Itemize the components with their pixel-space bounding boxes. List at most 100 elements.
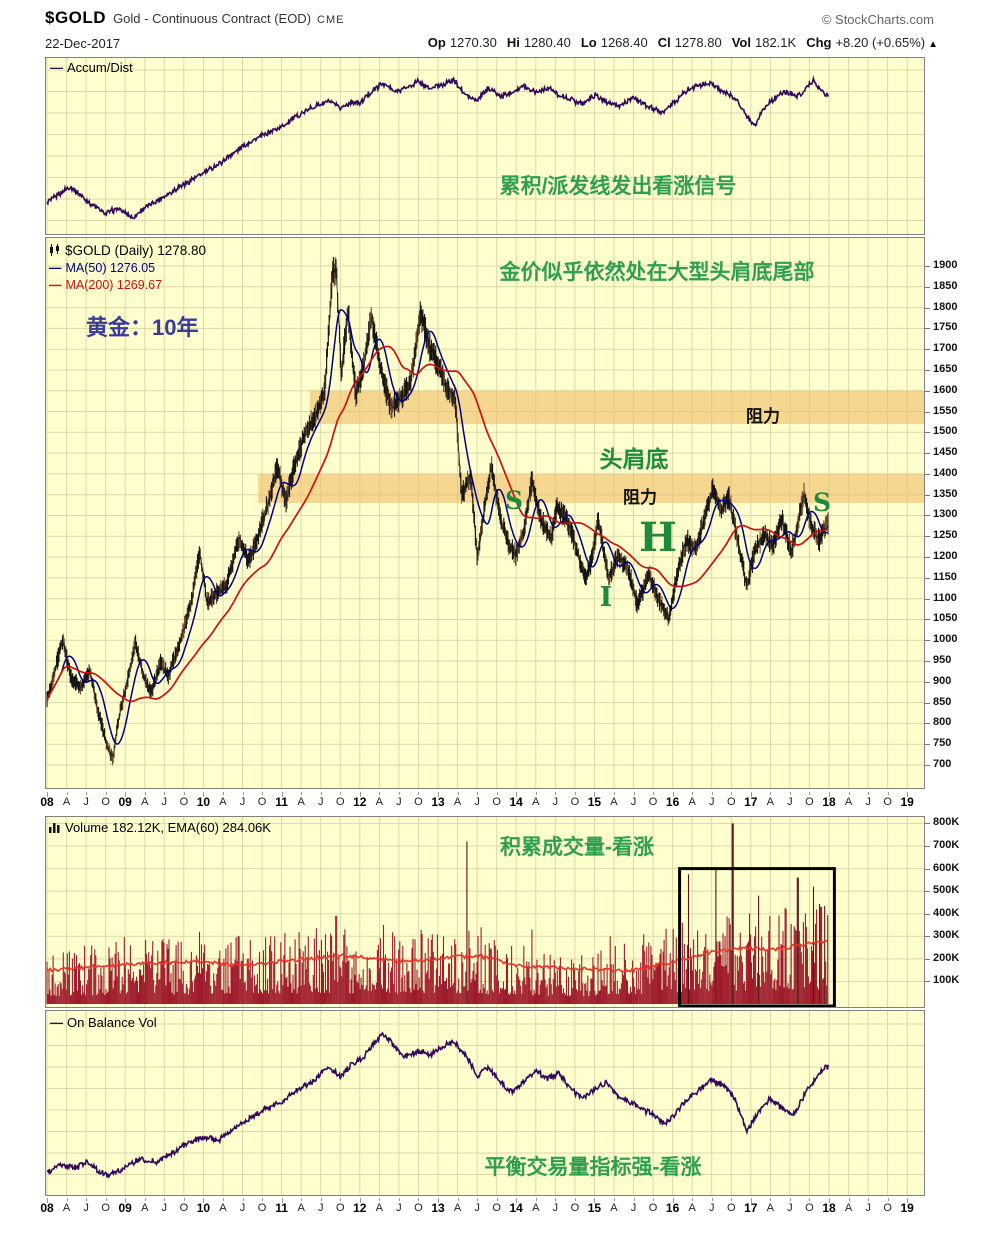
price-tick-label: 1800 — [933, 300, 958, 313]
year-label: 19 — [900, 1201, 914, 1215]
quarter-label: O — [101, 1202, 110, 1214]
quarter-label: J — [865, 796, 871, 808]
quarter-label: A — [453, 1202, 462, 1214]
axis-tick — [925, 661, 930, 663]
axis-tick — [164, 1198, 166, 1201]
axis-tick — [574, 1198, 576, 1201]
axis-tick — [496, 1198, 498, 1201]
axis-tick — [925, 744, 930, 746]
ohlc-quote-line: Op 1270.30 Hi 1280.40 Lo 1268.40 Cl 1278.80 Vol 1… — [418, 35, 938, 50]
price-tick-label: 1050 — [933, 612, 958, 625]
quarter-label: O — [883, 1202, 892, 1214]
axis-tick — [105, 1198, 107, 1201]
accum-dist-panel — [45, 57, 925, 235]
stockcharts-credit: © StockCharts.com — [821, 12, 934, 27]
quote-value: 1270.30 — [449, 35, 497, 50]
axis-tick — [887, 792, 889, 795]
quarter-label: O — [726, 1202, 736, 1214]
axis-tick — [672, 792, 674, 797]
price-tick-label: 800 — [933, 716, 952, 729]
axis-tick — [183, 1198, 185, 1201]
chart-date: 22-Dec-2017 — [45, 36, 121, 51]
quarter-label: A — [532, 796, 540, 808]
axis-tick — [672, 1198, 674, 1203]
quote-label: Vol — [731, 35, 751, 50]
axis-tick — [320, 792, 322, 795]
price-tick-label: 950 — [933, 654, 952, 667]
quarter-label: O — [179, 1202, 189, 1214]
quarter-label: A — [62, 796, 71, 808]
year-label: 11 — [275, 795, 288, 809]
quarter-label: O — [570, 796, 580, 808]
price-annotation: 金价似乎依然处在大型头肩底尾部 — [499, 261, 815, 284]
axis-tick — [653, 1198, 655, 1201]
volume-tick-label: 200K — [933, 951, 960, 964]
obv-legend: — On Balance Vol — [50, 1015, 157, 1030]
axis-tick — [183, 792, 185, 795]
quarter-label: J — [630, 1202, 637, 1214]
axis-tick — [750, 1198, 752, 1203]
quarter-label: A — [219, 796, 227, 808]
axis-tick — [809, 792, 811, 795]
year-label: 14 — [509, 795, 523, 809]
axis-tick — [66, 1198, 68, 1201]
axis-tick — [789, 792, 791, 795]
quarter-label: J — [317, 796, 324, 808]
axis-tick — [925, 702, 930, 704]
year-label: 09 — [118, 795, 132, 809]
axis-tick — [203, 792, 205, 797]
volume-annotation: 积累成交量-看涨 — [500, 836, 654, 859]
price-tick-label: 1150 — [933, 570, 957, 583]
axis-tick — [925, 936, 930, 938]
axis-tick — [925, 266, 930, 267]
year-label: 10 — [196, 1201, 211, 1215]
resistance-upper-label: 阻力 — [746, 407, 780, 426]
quote-value: 1280.40 — [523, 35, 571, 50]
axis-tick — [848, 1198, 850, 1201]
quarter-label: J — [708, 1202, 715, 1214]
quote-value: 1268.40 — [600, 35, 648, 50]
change-up-arrow-icon: ▲ — [928, 39, 938, 50]
quarter-label: A — [453, 796, 462, 808]
axis-tick — [574, 792, 576, 795]
quarter-label: A — [766, 796, 775, 808]
price-tick-label: 1900 — [933, 259, 958, 271]
obv-chart — [45, 1010, 925, 1196]
quarter-label: A — [610, 1202, 618, 1214]
axis-tick — [789, 1198, 791, 1201]
price-tick-label: 1850 — [933, 279, 958, 292]
line-swatch-icon: — — [50, 1015, 63, 1030]
year-label: 16 — [665, 795, 680, 809]
year-label: 08 — [40, 795, 54, 809]
quarter-label: O — [805, 796, 814, 808]
price-legend-symbol: $GOLD (Daily) 1278.80 — [65, 243, 207, 258]
line-swatch-icon: — — [50, 60, 63, 75]
axis-tick — [925, 681, 930, 683]
price-panel — [45, 237, 925, 789]
axis-tick — [477, 792, 479, 795]
axis-tick — [66, 792, 68, 795]
axis-tick — [925, 891, 930, 893]
quarter-label: A — [532, 1202, 540, 1214]
quote-value: +8.20 (+0.65%) — [835, 35, 926, 50]
chart-title-label: 黄金：10年 — [86, 315, 199, 340]
axis-tick — [47, 792, 48, 797]
axis-tick — [653, 792, 655, 795]
axis-tick — [829, 792, 830, 797]
axis-tick — [613, 792, 615, 795]
axis-tick — [868, 792, 870, 795]
accum-dist-annotation: 累积/派发线发出看涨信号 — [499, 175, 737, 198]
price-tick-label: 850 — [933, 695, 952, 708]
axis-tick — [86, 792, 88, 795]
price-tick-label: 1600 — [933, 383, 958, 396]
axis-tick — [770, 1198, 772, 1201]
quarter-label: A — [610, 796, 618, 808]
axis-tick — [242, 1198, 244, 1201]
quarter-label: J — [708, 796, 715, 808]
quarter-label: J — [239, 1202, 246, 1214]
axis-tick — [925, 958, 930, 960]
axis-tick — [47, 1198, 48, 1203]
quote-value: 182.1K — [754, 35, 797, 50]
quarter-label: O — [492, 796, 501, 808]
axis-tick — [418, 792, 420, 795]
